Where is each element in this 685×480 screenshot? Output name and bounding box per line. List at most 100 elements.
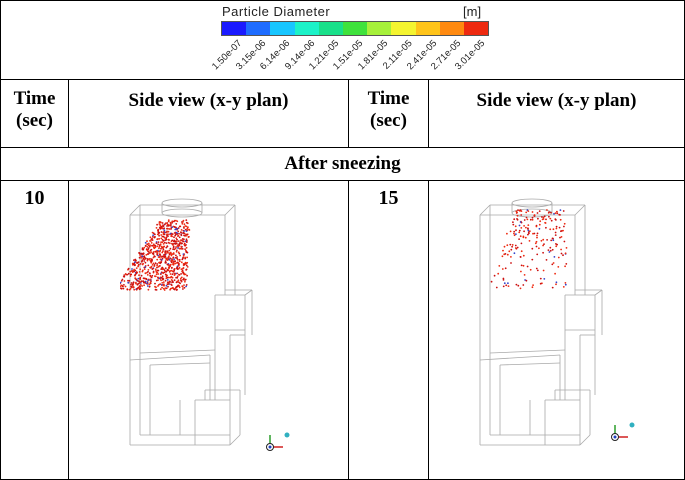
particle — [161, 286, 163, 289]
particle — [154, 246, 157, 249]
particle — [140, 274, 143, 277]
particle — [565, 263, 568, 265]
particle — [178, 274, 181, 276]
particle — [534, 242, 537, 245]
particle — [149, 278, 152, 281]
particle — [163, 284, 165, 286]
particle — [163, 245, 165, 248]
particle — [509, 230, 512, 233]
particle — [129, 275, 132, 277]
particle — [559, 209, 562, 211]
particle — [174, 287, 177, 290]
particle — [136, 287, 138, 290]
particle — [559, 218, 562, 221]
particle — [151, 274, 154, 277]
particle — [525, 211, 528, 214]
particle — [155, 289, 158, 291]
particle — [183, 238, 185, 241]
particle — [550, 239, 553, 242]
room-wireframe-edge — [129, 204, 141, 216]
particle — [180, 239, 182, 242]
particle — [531, 218, 534, 221]
particle — [161, 227, 164, 230]
particle — [520, 264, 523, 267]
particle — [120, 287, 123, 290]
particle — [139, 254, 141, 256]
particle — [152, 256, 155, 259]
particle — [169, 257, 172, 260]
particle — [531, 247, 534, 250]
particle — [151, 258, 153, 261]
particle — [167, 269, 169, 271]
particle — [147, 242, 150, 245]
particle — [164, 250, 167, 253]
table-divider — [428, 180, 429, 480]
particle — [134, 264, 136, 267]
particle — [531, 286, 534, 289]
particle — [152, 252, 155, 255]
particle — [562, 229, 564, 232]
particle — [124, 285, 127, 288]
particle — [522, 284, 525, 286]
legend-swatch — [270, 22, 295, 35]
particle — [146, 243, 149, 246]
table-rule — [0, 147, 685, 148]
particle — [149, 281, 152, 284]
particle — [153, 236, 156, 238]
particle — [511, 244, 514, 246]
particle — [536, 269, 539, 272]
particle — [556, 243, 558, 246]
particle — [182, 254, 185, 257]
particle — [133, 268, 135, 271]
particle — [185, 221, 188, 224]
particle — [147, 244, 150, 247]
particle — [542, 251, 544, 254]
particle — [185, 246, 188, 249]
particle — [146, 285, 149, 287]
particle — [543, 278, 546, 280]
particle — [161, 275, 164, 278]
particle — [168, 259, 171, 261]
particle — [167, 225, 170, 227]
particle — [160, 237, 163, 240]
particle — [175, 250, 178, 253]
particle — [160, 231, 163, 233]
particle — [166, 274, 168, 277]
particle — [519, 256, 522, 258]
particle — [139, 263, 142, 265]
particle — [536, 232, 539, 235]
particle — [555, 225, 558, 228]
particle — [179, 225, 182, 228]
particle — [528, 240, 531, 242]
particle — [154, 285, 156, 288]
room-wireframe-edge — [244, 289, 253, 296]
particle — [163, 271, 166, 274]
particle — [154, 275, 157, 278]
particle — [169, 232, 172, 235]
particle — [519, 235, 522, 238]
particle — [144, 280, 147, 283]
particle — [173, 268, 176, 271]
particle — [564, 252, 567, 255]
particle — [513, 218, 516, 221]
particle — [130, 282, 133, 284]
table-divider — [68, 79, 69, 147]
z-axis-dot — [268, 445, 272, 449]
particle — [532, 232, 534, 235]
particle — [185, 219, 188, 221]
particle — [548, 215, 550, 218]
particle — [182, 219, 185, 222]
particle — [183, 223, 186, 226]
particle — [538, 223, 541, 226]
particle — [533, 214, 536, 216]
legend-swatch — [415, 22, 440, 35]
particle — [181, 222, 184, 225]
particle — [495, 286, 498, 289]
particle — [156, 238, 159, 241]
room-wireframe-edge — [579, 434, 591, 446]
particle — [130, 283, 132, 286]
particle — [547, 249, 550, 251]
legend-swatch — [463, 22, 489, 35]
particle — [164, 260, 167, 263]
particle — [522, 264, 525, 267]
